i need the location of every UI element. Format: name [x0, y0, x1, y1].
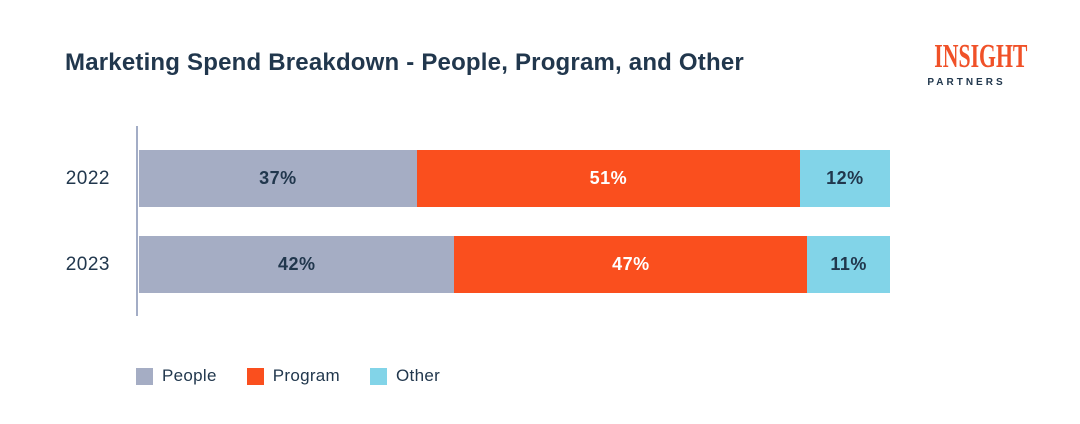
legend-label-other: Other	[396, 366, 441, 385]
legend-swatch-other	[370, 367, 388, 385]
bar-2023: 42% 47% 11%	[139, 236, 890, 293]
legend-swatch-program	[246, 367, 264, 385]
legend-label-people: People	[162, 366, 217, 385]
segment-value-label: 12%	[826, 168, 864, 188]
logo-subtext: PARTNERS	[927, 77, 1006, 88]
legend: People Program Other	[136, 366, 440, 386]
segment-value-label: 42%	[277, 254, 316, 274]
segment-value-label: 11%	[830, 254, 867, 274]
logo-wordmark: INSIGHT	[934, 38, 1028, 75]
legend-label-program: Program	[272, 366, 341, 385]
insight-partners-logo: INSIGHT PARTNERS	[917, 38, 1028, 89]
legend-swatch-people	[136, 367, 153, 385]
bar-2023-segment-program: 47%	[454, 236, 808, 293]
chart-title: Marketing Spend Breakdown - People, Prog…	[65, 49, 744, 76]
bar-2022: 37% 51% 12%	[139, 150, 890, 207]
category-label-2022: 2022	[65, 168, 110, 189]
bar-2022-segment-program: 51%	[416, 150, 800, 207]
legend-item-people: People	[136, 366, 217, 386]
segment-value-label: 51%	[589, 168, 628, 188]
bar-2023-segment-people: 42%	[139, 236, 455, 293]
bar-2023-segment-other: 11%	[807, 236, 890, 293]
y-axis-line	[136, 126, 138, 316]
bar-2022-segment-people: 37%	[139, 150, 417, 207]
legend-item-other: Other	[370, 366, 440, 386]
category-label-2023: 2023	[65, 254, 110, 275]
bar-2022-segment-other: 12%	[799, 150, 890, 207]
segment-value-label: 37%	[259, 168, 297, 188]
segment-value-label: 47%	[612, 254, 650, 274]
legend-item-program: Program	[246, 366, 341, 386]
